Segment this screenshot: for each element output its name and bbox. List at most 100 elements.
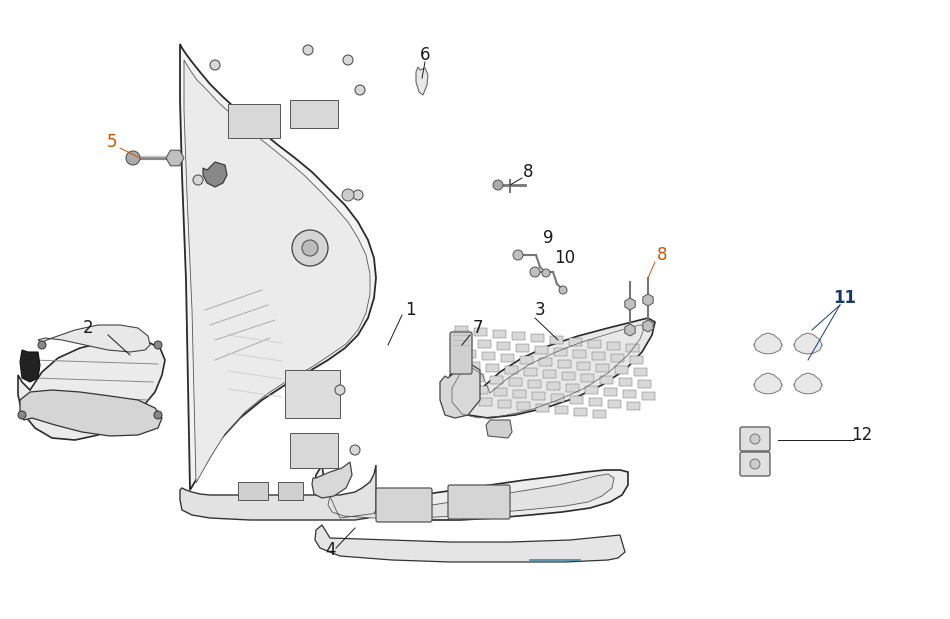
Polygon shape [203,162,227,187]
Bar [501,354,514,362]
Circle shape [750,459,760,469]
Bar [467,362,480,370]
Polygon shape [184,60,370,483]
Circle shape [353,190,363,200]
Polygon shape [794,373,822,394]
Bar [611,354,624,362]
Polygon shape [314,465,628,520]
Polygon shape [18,340,165,440]
Circle shape [542,269,550,277]
Bar [589,398,602,406]
Polygon shape [315,525,625,562]
Text: 11: 11 [833,289,857,307]
Bar [558,360,571,368]
Circle shape [493,180,503,190]
Bar [290,433,338,468]
Circle shape [750,434,760,444]
Bar [516,344,529,352]
Bar [604,388,617,396]
Bar [550,336,563,344]
Bar [498,400,511,408]
Bar [547,382,560,390]
Bar [479,398,492,406]
Bar [607,342,620,350]
FancyBboxPatch shape [450,332,472,374]
Bar [642,392,655,400]
Bar [497,342,510,350]
Ellipse shape [754,380,782,390]
Bar [554,348,567,356]
Circle shape [126,151,140,165]
Bar [585,386,598,394]
Bar [638,380,651,388]
Text: 8: 8 [522,163,533,181]
Bar [475,386,488,394]
Circle shape [335,385,345,395]
Circle shape [193,175,203,185]
FancyBboxPatch shape [740,452,770,476]
Polygon shape [754,373,782,394]
Bar [608,400,621,408]
Bar [634,368,647,376]
Bar [562,372,575,380]
Circle shape [355,85,365,95]
Polygon shape [38,325,150,352]
Bar [619,378,632,386]
FancyBboxPatch shape [448,485,510,519]
Text: 7: 7 [473,319,484,337]
Bar [566,384,579,392]
Bar [509,378,522,386]
FancyBboxPatch shape [740,427,770,451]
Bar [539,358,552,366]
Bar [573,350,586,358]
Bar [524,368,537,376]
Bar [535,346,548,354]
Bar [528,380,541,388]
Bar [290,100,338,128]
Polygon shape [440,365,480,418]
Ellipse shape [794,380,822,390]
Bar [517,402,530,410]
Circle shape [342,189,354,201]
Ellipse shape [754,340,782,350]
Bar [574,408,587,416]
Bar [615,366,628,374]
Bar [512,332,525,340]
Bar [532,392,545,400]
Bar [630,356,643,364]
Circle shape [302,240,318,256]
Text: 9: 9 [542,229,553,247]
Bar [596,364,609,372]
Text: 2: 2 [83,319,93,337]
Text: 1: 1 [405,301,415,319]
Bar [486,364,499,372]
Circle shape [530,267,540,277]
Text: 8: 8 [656,246,667,264]
Bar [593,410,606,418]
Text: 5: 5 [106,133,117,151]
Bar [520,356,533,364]
Bar [474,328,487,336]
Bar [543,370,556,378]
Bar [592,352,605,360]
Circle shape [154,411,162,419]
Text: 12: 12 [851,426,873,444]
Bar [482,352,495,360]
Bar [626,344,639,352]
Bar [471,374,484,382]
Polygon shape [180,465,376,520]
Bar [600,376,613,384]
Bar [531,334,544,342]
Bar [569,338,582,346]
Polygon shape [20,390,162,436]
Bar [455,326,468,334]
Circle shape [18,411,26,419]
Circle shape [292,230,328,266]
Text: 10: 10 [555,249,576,267]
Bar [588,340,601,348]
Polygon shape [180,44,376,490]
Polygon shape [312,462,352,498]
Bar [238,482,268,500]
Bar [490,376,503,384]
Bar [459,338,472,346]
